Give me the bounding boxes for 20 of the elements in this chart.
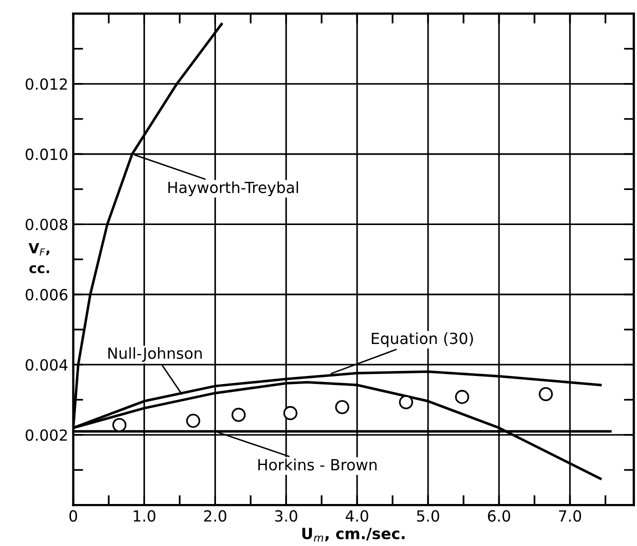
annotation: Equation (30) <box>372 332 473 348</box>
x-tick-label: 3.0 <box>275 510 298 522</box>
x-tick-label: 4.0 <box>346 510 368 522</box>
y-tick-label: 0.008 <box>26 218 68 230</box>
x-tick-label: 5.0 <box>417 510 440 522</box>
y-tick-label: 0.004 <box>26 359 68 371</box>
y-tick-label: 0.002 <box>26 429 67 441</box>
annotation: Null-Johnson <box>108 347 202 362</box>
x-axis-title: U$_{m}$, cm./sec. <box>302 528 405 542</box>
y-axis-title: V$_{F}$, cc. <box>28 243 50 274</box>
annotation: Hayworth-Treybal <box>168 181 298 196</box>
x-tick-label: 7.0 <box>559 510 582 522</box>
x-tick-label: 2.0 <box>204 510 226 522</box>
x-tick-label: 6.0 <box>488 510 510 522</box>
y-tick-label: 0.010 <box>26 148 68 160</box>
x-tick-label: 1.0 <box>134 510 156 522</box>
y-tick-label: 0.012 <box>26 78 67 90</box>
annotation: Horkins - Brown <box>258 458 377 470</box>
x-tick-label: 0 <box>69 510 78 522</box>
y-tick-label: 0.006 <box>26 288 68 300</box>
